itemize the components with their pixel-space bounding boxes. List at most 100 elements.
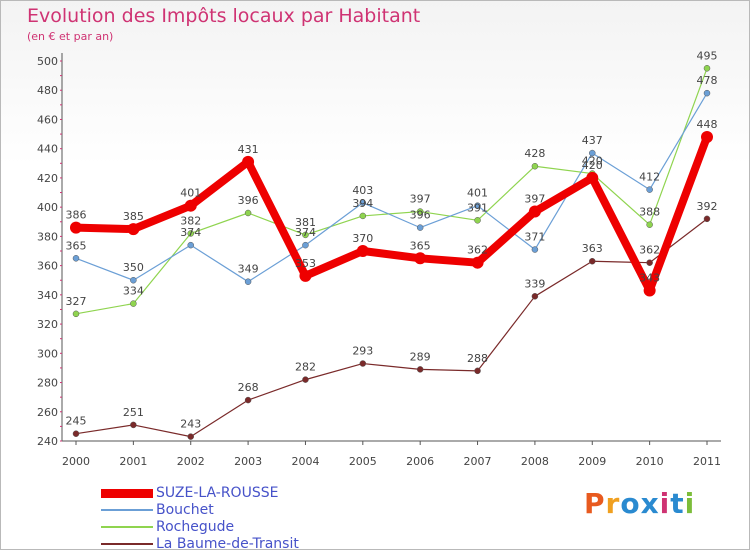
data-point-la-baume-de-transit (589, 257, 596, 265)
chart-subtitle: (en € et par an) (27, 30, 114, 43)
data-label-rochegude: 397 (410, 193, 431, 206)
data-point-rochegude (646, 221, 653, 228)
data-label-rochegude: 396 (238, 194, 259, 207)
y-tick-label: 380 (37, 230, 58, 243)
y-tick-label: 340 (37, 289, 58, 302)
data-point-suze-la-rousse (528, 205, 541, 218)
data-label-rochegude: 420 (582, 155, 603, 168)
data-point-suze-la-rousse (471, 256, 484, 269)
y-tick-label: 300 (37, 347, 58, 360)
data-label-suze-la-rousse: 397 (524, 193, 545, 206)
axes: 240 260 280 300 320 340 360 380 400 420 440 460 480 5… (37, 53, 721, 468)
data-point-bouchet (72, 255, 80, 262)
data-point-bouchet (416, 224, 424, 231)
data-label-bouchet: 403 (352, 184, 373, 197)
y-tick-label: 480 (37, 84, 58, 97)
data-label-suze-la-rousse: 386 (66, 209, 87, 222)
data-label-suze-la-rousse: 431 (238, 143, 259, 156)
data-label-bouchet: 374 (180, 226, 201, 239)
y-tick-label: 420 (37, 172, 58, 185)
data-point-rochegude (359, 212, 367, 220)
data-point-la-baume-de-transit (703, 215, 711, 223)
data-point-rochegude (244, 209, 252, 217)
y-tick-label: 400 (37, 201, 58, 214)
proxiti-logo: Proxiti (584, 487, 695, 520)
legend-label: SUZE-LA-ROUSSE (156, 485, 279, 501)
x-tick-label: 2009 (578, 455, 606, 468)
data-label-la-baume-de-transit: 293 (352, 345, 373, 358)
data-point-la-baume-de-transit (187, 433, 194, 440)
data-point-la-baume-de-transit (244, 396, 252, 404)
data-point-bouchet (646, 186, 653, 193)
data-point-bouchet (703, 89, 711, 97)
chart-title: Evolution des Impôts locaux par Habitant (27, 5, 421, 27)
data-label-la-baume-de-transit: 289 (410, 350, 431, 363)
data-point-rochegude (703, 65, 711, 72)
data-point-suze-la-rousse (643, 284, 656, 297)
x-tick-label: 2003 (234, 455, 262, 468)
y-tick-label: 260 (37, 406, 58, 419)
data-point-rochegude (531, 162, 539, 170)
data-label-la-baume-de-transit: 245 (66, 415, 87, 428)
data-point-suze-la-rousse (586, 171, 599, 184)
data-point-la-baume-de-transit (416, 366, 424, 373)
data-point-suze-la-rousse (242, 155, 255, 168)
data-point-bouchet (302, 241, 309, 249)
data-label-la-baume-de-transit: 282 (295, 361, 316, 374)
data-label-rochegude: 327 (66, 295, 87, 308)
data-label-bouchet: 478 (697, 74, 718, 87)
data-label-bouchet: 412 (639, 171, 660, 184)
data-point-la-baume-de-transit (302, 376, 309, 383)
data-point-bouchet (187, 241, 194, 249)
data-labels: 386 385 401 431 353 370 365 362 397 420 343 448 365 3… (66, 49, 718, 430)
data-point-la-baume-de-transit (474, 367, 481, 375)
data-point-suze-la-rousse (299, 269, 312, 282)
data-label-rochegude: 388 (639, 206, 660, 219)
data-point-la-baume-de-transit (531, 293, 539, 300)
data-label-la-baume-de-transit: 363 (582, 242, 603, 255)
data-point-rochegude (474, 217, 481, 224)
y-tick-label: 360 (37, 260, 58, 273)
x-tick-label: 2000 (62, 455, 90, 468)
data-label-bouchet: 371 (524, 231, 545, 244)
data-label-bouchet: 437 (582, 134, 603, 147)
data-point-suze-la-rousse (414, 252, 427, 265)
data-point-la-baume-de-transit (72, 430, 80, 437)
x-tick-label: 2010 (636, 455, 664, 468)
data-label-suze-la-rousse: 448 (697, 118, 718, 131)
logo-letter: o (620, 487, 641, 520)
data-label-suze-la-rousse: 385 (123, 210, 144, 223)
data-label-rochegude: 382 (180, 214, 201, 227)
y-tick-label: 320 (37, 318, 58, 331)
data-label-la-baume-de-transit: 392 (697, 200, 718, 213)
data-label-suze-la-rousse: 370 (352, 232, 373, 245)
x-tick-label: 2004 (291, 455, 319, 468)
y-tick-label: 460 (37, 113, 58, 126)
data-label-suze-la-rousse: 365 (410, 239, 431, 252)
y-tick-label: 440 (37, 143, 58, 156)
series-lines (72, 67, 711, 438)
data-point-rochegude (302, 231, 309, 239)
data-point-la-baume-de-transit (646, 259, 653, 266)
data-point-bouchet (130, 276, 137, 284)
x-tick-label: 2005 (349, 455, 377, 468)
data-point-suze-la-rousse (356, 245, 369, 257)
logo-letter: x (640, 487, 660, 520)
logo-letter: r (605, 487, 621, 520)
x-tick-label: 2007 (464, 455, 492, 468)
data-label-la-baume-de-transit: 288 (467, 352, 488, 365)
data-label-rochegude: 394 (352, 197, 373, 210)
logo-letter: t (670, 487, 685, 520)
data-label-la-baume-de-transit: 339 (524, 277, 545, 290)
data-label-bouchet: 401 (467, 187, 488, 200)
x-tick-label: 2001 (119, 455, 147, 468)
data-label-rochegude: 495 (697, 49, 718, 62)
y-tick-label: 500 (37, 55, 58, 68)
data-point-bouchet (474, 202, 481, 209)
data-point-rochegude (130, 300, 137, 307)
data-label-rochegude: 334 (123, 285, 144, 298)
data-label-bouchet: 350 (123, 261, 144, 274)
data-label-bouchet: 349 (238, 263, 259, 276)
